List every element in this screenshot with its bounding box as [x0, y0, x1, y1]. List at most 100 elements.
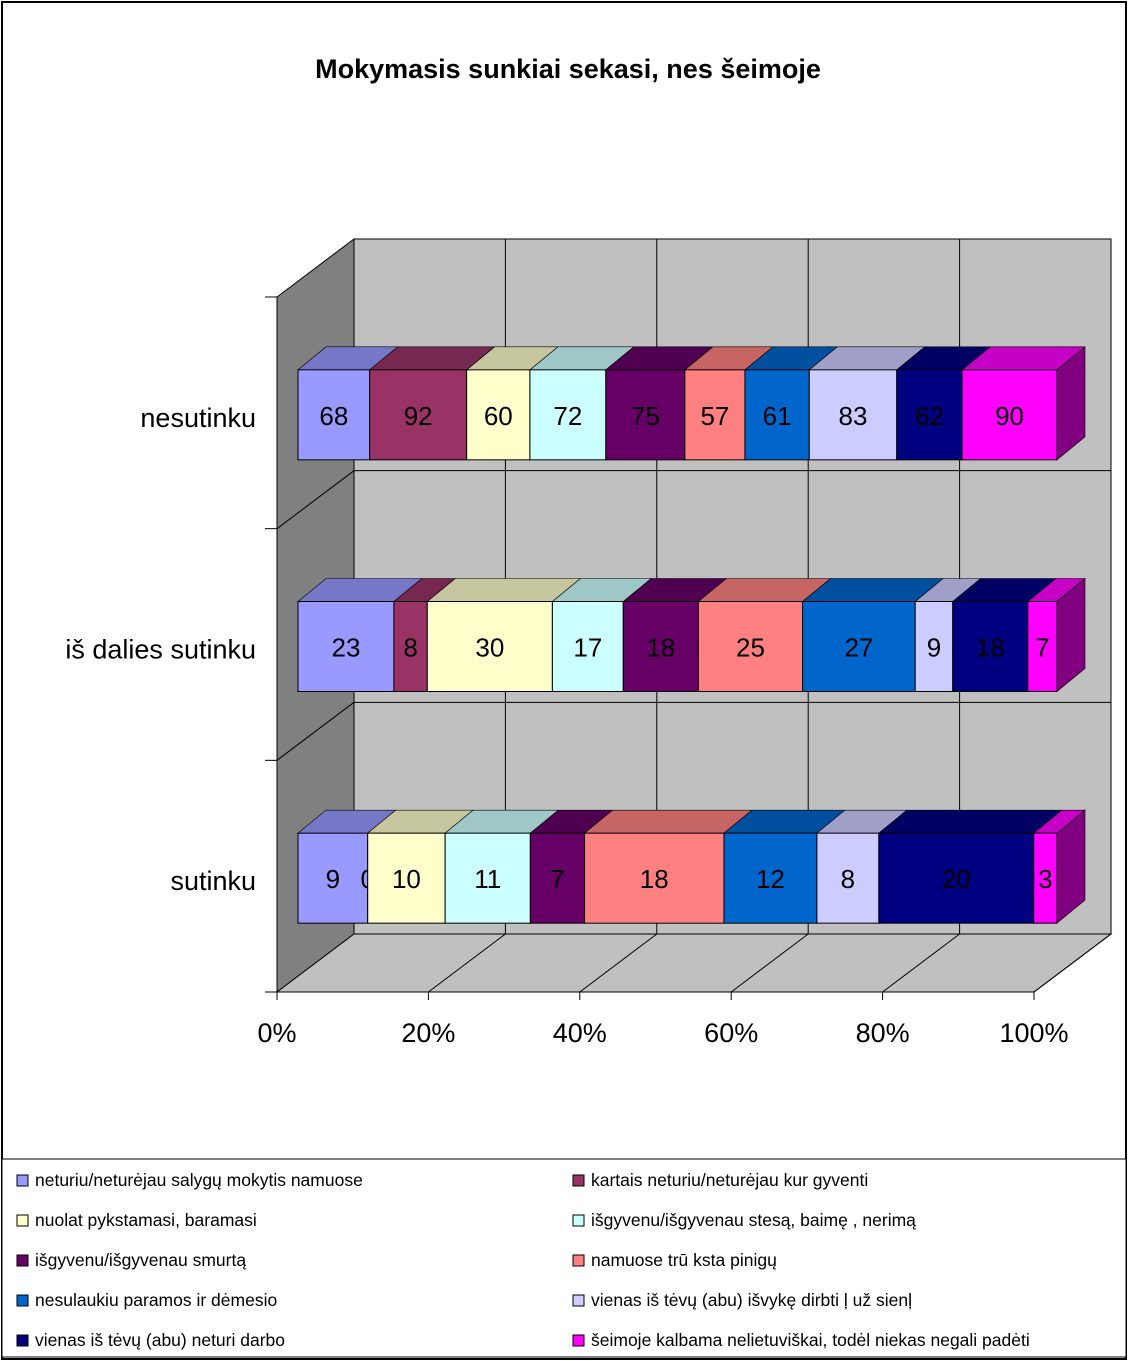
floor-gridline	[730, 933, 809, 993]
data-label: 18	[646, 633, 675, 663]
bar-segment	[896, 369, 963, 461]
data-label: 60	[484, 401, 513, 431]
legend-label: vienas iš tėvų (abu) išvykę dirbti ļ už …	[591, 1290, 912, 1310]
floor-gridline	[882, 933, 960, 993]
data-label: 7	[1035, 633, 1049, 663]
floor-gridline	[1033, 933, 1112, 993]
legend-swatch	[16, 1334, 29, 1347]
legend-swatch	[16, 1214, 29, 1227]
legend-label: neturiu/neturėjau salygų mokytis namuose	[35, 1170, 363, 1190]
bar-segment	[684, 369, 746, 461]
data-label: 57	[700, 401, 729, 431]
data-label: 83	[839, 401, 868, 431]
data-label: 17	[573, 633, 602, 663]
legend: neturiu/neturėjau salygų mokytis namuose…	[1, 1158, 1127, 1358]
floor-gridline	[579, 933, 658, 993]
data-label: 8	[403, 633, 417, 663]
floor-gridline	[428, 933, 506, 993]
legend-swatch	[16, 1294, 29, 1307]
bar-side	[1056, 577, 1086, 693]
legend-label: vienas iš tėvų (abu) neturi darbo	[35, 1330, 285, 1350]
data-label: 72	[553, 401, 582, 431]
legend-label: išgyvenu/išgyvenau stesą, baimę , nerimą	[591, 1210, 916, 1230]
legend-swatch	[572, 1294, 585, 1307]
bar-segment	[297, 601, 395, 692]
legend-swatch	[572, 1254, 585, 1267]
bar-segment	[816, 832, 880, 924]
legend-label: namuose trū ksta pinigų	[591, 1250, 777, 1270]
x-tick-label: 80%	[856, 1018, 910, 1048]
data-label: 20	[942, 864, 971, 894]
legend-swatch	[16, 1174, 29, 1187]
data-label: 9	[326, 864, 340, 894]
category-label: iš dalies sutinku	[65, 635, 256, 665]
data-label: 8	[841, 864, 855, 894]
data-label: 68	[319, 401, 348, 431]
data-label: 9	[927, 633, 941, 663]
data-label: 3	[1038, 864, 1052, 894]
legend-swatch	[572, 1214, 585, 1227]
legend-label: nuolat pykstamasi, baramasi	[35, 1210, 257, 1230]
bar-segment	[529, 369, 607, 461]
floor	[275, 933, 1113, 993]
legend-label: išgyvenu/išgyvenau smurtą	[35, 1250, 246, 1270]
plot-area: 0% 20% 40% 60% 80% 100% nesutinku 68 92 60 72 75 57 6…	[65, 237, 1113, 1048]
bar-top	[878, 809, 1063, 834]
bar-segment	[914, 601, 954, 692]
bar-segment	[584, 832, 725, 924]
legend-swatch	[16, 1254, 29, 1267]
data-label: 62	[915, 401, 944, 431]
data-label: 18	[976, 633, 1005, 663]
data-label: 7	[550, 864, 564, 894]
bar-segment	[697, 601, 804, 692]
bar-segment	[297, 369, 371, 461]
bar-segment	[529, 832, 586, 924]
data-label: 75	[631, 401, 660, 431]
bar-segment	[878, 832, 1035, 924]
data-label: 61	[763, 401, 792, 431]
data-label: 30	[475, 633, 504, 663]
data-label: 18	[640, 864, 669, 894]
side-gridline	[276, 470, 355, 530]
data-label: 25	[736, 633, 765, 663]
bar-segment	[466, 369, 531, 461]
legend-box	[1, 1158, 1127, 1358]
data-label: 90	[995, 401, 1024, 431]
bar-segment	[605, 369, 686, 461]
data-label: 11	[474, 864, 501, 894]
legend-swatch	[572, 1174, 585, 1187]
data-label: 92	[404, 401, 433, 431]
bar-segment	[369, 369, 468, 461]
x-tick-label: 100%	[999, 1018, 1068, 1048]
data-label: 23	[331, 633, 360, 663]
bar-segment	[297, 832, 369, 924]
category-label: sutinku	[170, 866, 256, 896]
bar-top	[583, 809, 753, 834]
bar-segment	[1027, 601, 1058, 692]
bar-segment	[952, 601, 1029, 692]
legend-label: nesulaukiu paramos ir dėmesio	[35, 1290, 277, 1310]
data-label: 27	[844, 633, 873, 663]
bar-segment	[367, 832, 446, 924]
x-tick-label: 60%	[704, 1018, 758, 1048]
bar-segment	[723, 832, 818, 924]
bar-segment	[426, 601, 553, 692]
bar-segment	[551, 601, 624, 692]
bar-side	[1056, 809, 1086, 924]
category-label: nesutinku	[140, 403, 256, 433]
legend-label: šeimoje kalbama nelietuviškai, todėl nie…	[591, 1330, 1030, 1350]
legend-swatch	[572, 1334, 585, 1347]
bar-segment	[444, 832, 531, 924]
bar-segment	[802, 601, 916, 692]
side-gridline	[276, 701, 355, 761]
chart-title: Mokymasis sunkiai sekasi, nes šeimoje	[315, 54, 821, 84]
data-label: 10	[392, 864, 421, 894]
legend-label: kartais neturiu/neturėjau kur gyventi	[591, 1170, 868, 1190]
bar-segment	[961, 369, 1058, 461]
bar-segment	[622, 601, 699, 692]
bar-side	[1056, 346, 1086, 461]
x-tick-label: 0%	[257, 1018, 296, 1048]
data-label: 12	[756, 864, 785, 894]
